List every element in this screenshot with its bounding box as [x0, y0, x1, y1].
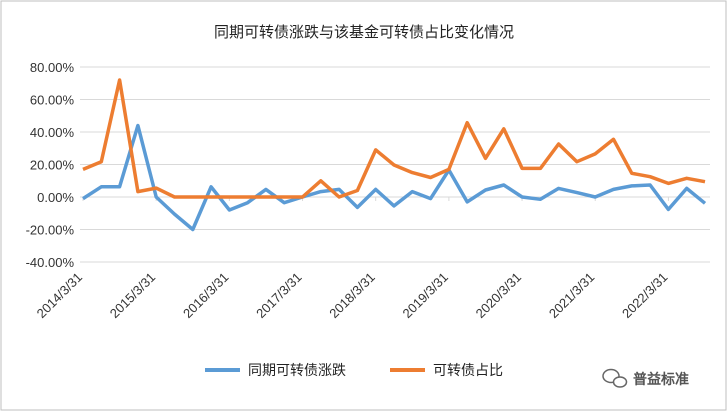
y-tick-label: 80.00%	[30, 60, 75, 75]
y-axis: 80.00% 60.00% 40.00% 20.00% 0.00% -20.00% -40.…	[26, 60, 75, 270]
y-tick-label: -20.00%	[26, 223, 75, 238]
y-tick-label: 0.00%	[37, 190, 74, 205]
chart-title: 同期可转债涨跌与该基金可转债占比变化情况	[214, 23, 514, 41]
legend-label-series-0: 同期可转债涨跌	[248, 363, 346, 379]
series-lines	[82, 78, 707, 232]
y-tick-label: 60.00%	[30, 93, 75, 108]
legend-label-series-1: 可转债占比	[433, 363, 503, 379]
y-tick-label: 20.00%	[30, 158, 75, 173]
y-tick-label: -40.00%	[26, 255, 75, 270]
legend: 同期可转债涨跌 可转债占比	[205, 363, 503, 379]
watermark-text: 普益标准	[633, 371, 689, 388]
y-tick-label: 40.00%	[30, 125, 75, 140]
wechat-icon	[602, 368, 628, 388]
watermark: 普益标准	[602, 368, 689, 388]
